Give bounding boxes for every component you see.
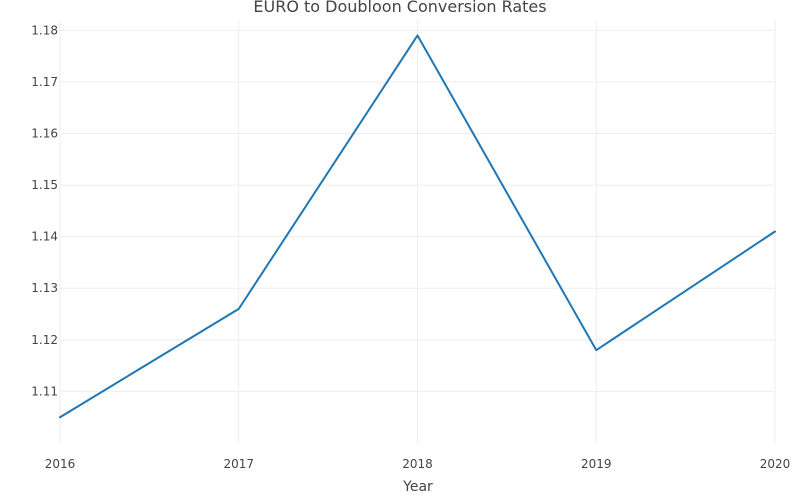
chart-title: EURO to Doubloon Conversion Rates [253, 0, 546, 16]
x-tick-label: 2020 [760, 457, 791, 471]
y-tick-label: 1.13 [31, 281, 58, 295]
grid-lines [59, 20, 776, 443]
x-tick-label: 2016 [45, 457, 76, 471]
y-tick-label: 1.17 [31, 75, 58, 89]
y-tick-label: 1.16 [31, 126, 58, 140]
y-tick-label: 1.15 [31, 178, 58, 192]
x-tick-label: 2018 [402, 457, 433, 471]
x-axis-ticks: 2016 2017 2018 2019 2020 [45, 457, 791, 471]
y-tick-label: 1.18 [31, 23, 58, 37]
x-tick-label: 2019 [581, 457, 612, 471]
series-layer [59, 34, 776, 419]
x-tick-label: 2017 [223, 457, 254, 471]
series-line [59, 34, 776, 419]
y-tick-label: 1.12 [31, 333, 58, 347]
y-tick-label: 1.11 [31, 384, 58, 398]
y-tick-label: 1.14 [31, 230, 58, 244]
y-axis-ticks: 1.11 1.12 1.13 1.14 1.15 1.16 1.17 1.18 [31, 23, 58, 398]
x-axis-title: Year [402, 479, 433, 494]
